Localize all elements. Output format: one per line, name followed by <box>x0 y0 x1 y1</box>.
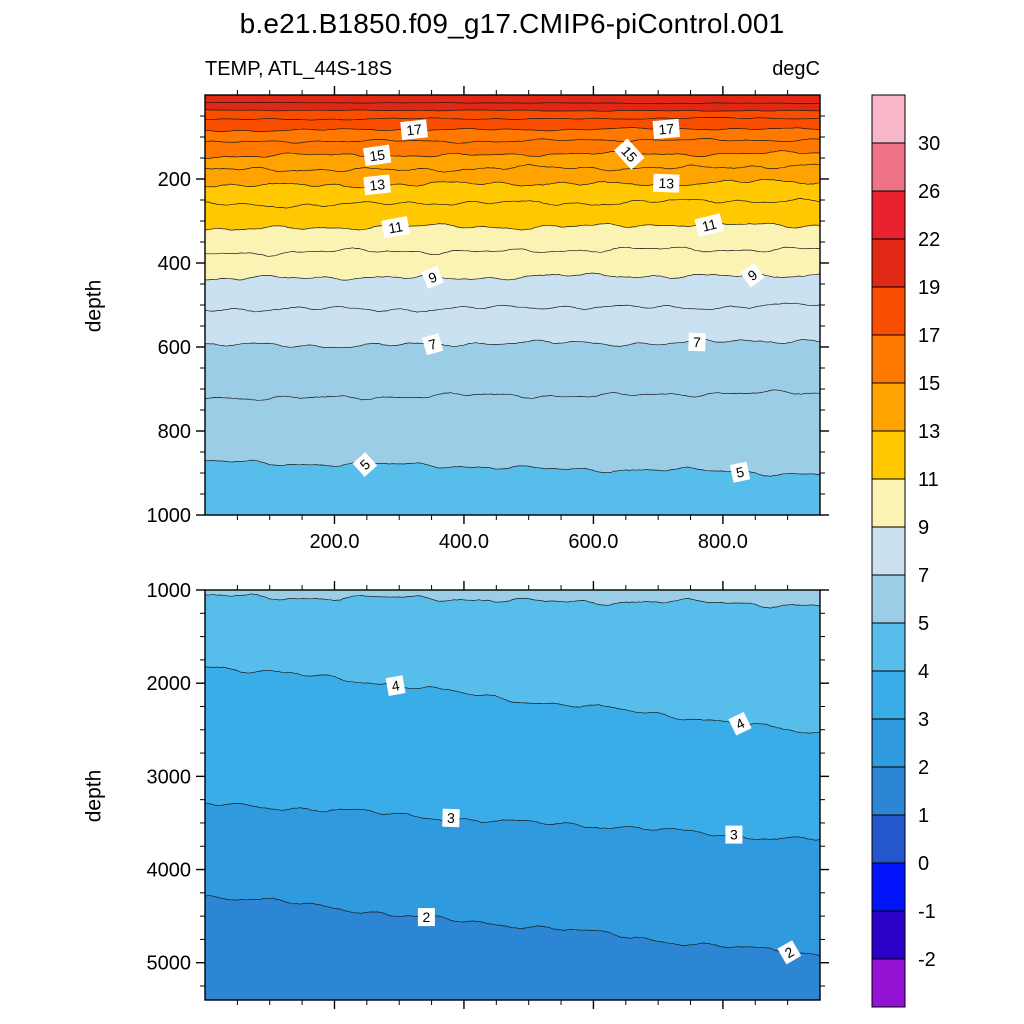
colorbar-label: 3 <box>918 709 929 731</box>
contour-label: 7 <box>688 332 706 352</box>
colorbar-label: 2 <box>918 757 929 779</box>
y-tick-label: 5000 <box>147 953 192 975</box>
svg-text:11: 11 <box>387 218 404 236</box>
svg-text:15: 15 <box>368 146 386 164</box>
colorbar-box <box>871 430 906 480</box>
x-tick-label: 400.0 <box>439 531 489 553</box>
contour-labels-panel2: 4 4 3 3 2 2 <box>385 675 802 965</box>
contour-label: 15 <box>613 138 645 170</box>
colorbar-box <box>871 862 906 912</box>
fill-bands-panel1 <box>205 95 820 515</box>
colorbar-box <box>871 718 906 768</box>
svg-text:11: 11 <box>700 216 718 235</box>
fill-bands-panel2 <box>205 590 820 1000</box>
svg-text:3: 3 <box>447 810 456 826</box>
svg-text:13: 13 <box>369 176 386 194</box>
colorbar-label: 26 <box>918 181 940 203</box>
colorbar-label: 5 <box>918 613 929 635</box>
colorbar-box <box>871 526 906 576</box>
svg-text:5: 5 <box>735 464 746 481</box>
colorbar-label: 19 <box>918 277 940 299</box>
contour-label: 17 <box>652 118 681 140</box>
colorbar-label: 17 <box>918 325 940 347</box>
colorbar-box <box>871 286 906 336</box>
contour-labels-panel1: 17 17 15 15 13 13 11 11 9 9 7 7 5 5 <box>352 118 765 483</box>
svg-text:17: 17 <box>658 120 675 137</box>
axis-ticks-panel2 <box>196 581 829 1009</box>
colorbar-label: 7 <box>918 565 929 587</box>
contour-label: 4 <box>728 711 752 736</box>
colorbar-box <box>871 574 906 624</box>
colorbar-label: 11 <box>918 469 939 491</box>
contour-label: 11 <box>694 213 725 237</box>
svg-text:4: 4 <box>390 677 401 694</box>
contour-label: 11 <box>381 216 410 239</box>
y-tick-label: 4000 <box>147 860 192 882</box>
colorbar-box <box>871 958 906 1008</box>
y-tick-label: 400 <box>158 253 191 275</box>
contour-label: 9 <box>740 262 765 288</box>
colorbar-box <box>871 814 906 864</box>
contour-label: 13 <box>652 173 680 193</box>
svg-text:17: 17 <box>406 121 423 139</box>
colorbar-box <box>871 190 906 240</box>
colorbar-box <box>871 238 906 288</box>
colorbar-box <box>871 142 906 192</box>
colorbar-label: -2 <box>918 949 936 971</box>
x-tick-label: 600.0 <box>568 531 618 553</box>
y-tick-label: 2000 <box>147 673 192 695</box>
y-tick-label: 600 <box>158 337 191 359</box>
colorbar-box <box>871 334 906 384</box>
colorbar-label: 9 <box>918 517 929 539</box>
colorbar-label: 13 <box>918 421 940 443</box>
contour-label: 5 <box>729 461 751 483</box>
colorbar-label: 0 <box>918 853 929 875</box>
subtitle-right-units: degC <box>772 58 820 80</box>
contour-label: 7 <box>421 333 444 356</box>
y-tick-label: 800 <box>158 421 191 443</box>
colorbar-box <box>871 622 906 672</box>
contour-label: 13 <box>363 174 392 196</box>
colorbar-label: 22 <box>918 229 940 251</box>
contour-label: 5 <box>352 452 378 477</box>
contour-label: 3 <box>442 808 460 828</box>
colorbar-box <box>871 478 906 528</box>
y-tick-label: 1000 <box>147 580 192 602</box>
svg-text:2: 2 <box>423 909 431 925</box>
x-tick-label: 800.0 <box>698 531 748 553</box>
panel-frame <box>204 589 821 1001</box>
contour-label: 15 <box>363 144 392 167</box>
svg-text:13: 13 <box>658 175 674 192</box>
colorbar-box <box>871 766 906 816</box>
colorbar-label: 15 <box>918 373 940 395</box>
colorbar-box <box>871 94 906 144</box>
x-tick-label: 200.0 <box>309 531 359 553</box>
contour-label: 9 <box>421 265 444 289</box>
colorbar-label: 30 <box>918 133 940 155</box>
colorbar: 30 26 22 19 17 15 13 11 9 7 5 4 3 2 1 0 -1 -2 <box>871 94 940 1008</box>
contour-label: 2 <box>417 908 435 927</box>
contour-lines-panel1 <box>204 101 821 477</box>
colorbar-box <box>871 910 906 960</box>
contour-label: 17 <box>400 119 428 141</box>
contour-label: 4 <box>385 675 406 696</box>
colorbar-box <box>871 382 906 432</box>
svg-text:7: 7 <box>693 334 702 350</box>
y-tick-label: 3000 <box>147 766 192 788</box>
contour-label: 3 <box>725 825 743 844</box>
figure-title: b.e21.B1850.f09_g17.CMIP6-piControl.001 <box>239 8 785 39</box>
y-tick-label: 200 <box>158 169 191 191</box>
contour-label: 2 <box>777 940 802 965</box>
colorbar-box <box>871 670 906 720</box>
y-tick-label: 1000 <box>147 505 192 527</box>
colorbar-label: 1 <box>918 805 929 827</box>
colorbar-label: 4 <box>918 661 929 683</box>
contour-lines-panel2 <box>204 593 821 957</box>
svg-text:3: 3 <box>730 827 738 843</box>
subtitle-left: TEMP, ATL_44S-18S <box>205 58 393 80</box>
colorbar-label: -1 <box>918 901 936 923</box>
axis-ticks-panel1 <box>196 86 829 524</box>
